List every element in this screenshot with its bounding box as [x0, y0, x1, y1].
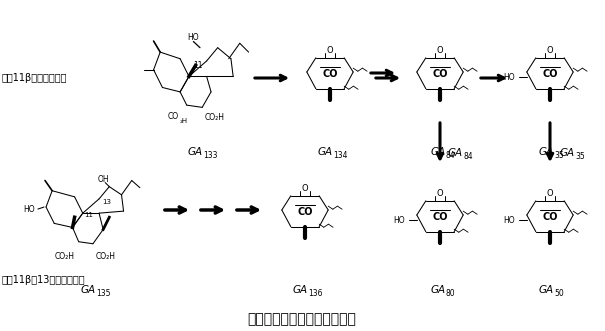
Text: CO₂H: CO₂H [96, 252, 116, 261]
Text: CO: CO [432, 69, 448, 79]
Text: CO₂H: CO₂H [204, 113, 224, 122]
Text: GA: GA [292, 285, 307, 295]
Text: 136: 136 [308, 289, 322, 298]
Text: GA: GA [560, 148, 575, 158]
Text: GA: GA [448, 148, 463, 158]
Text: 133: 133 [203, 151, 218, 160]
Text: CO: CO [542, 212, 558, 222]
Text: GA: GA [430, 147, 445, 157]
Text: O: O [302, 184, 309, 193]
Text: 50: 50 [554, 289, 564, 298]
Text: 135: 135 [96, 289, 111, 298]
Text: 80: 80 [446, 289, 456, 298]
Text: ₂H: ₂H [179, 118, 188, 124]
Text: O: O [547, 189, 554, 198]
Text: 84: 84 [463, 152, 473, 161]
Text: CO: CO [297, 207, 313, 217]
Text: GA: GA [538, 285, 554, 295]
Text: 84: 84 [446, 151, 456, 160]
Text: 11: 11 [84, 212, 93, 218]
Text: 早期11β，13位水酸化経路: 早期11β，13位水酸化経路 [2, 275, 86, 285]
Text: O: O [547, 46, 554, 55]
Text: CO: CO [168, 112, 179, 121]
Text: 図２　推定される生合成経路: 図２ 推定される生合成経路 [247, 312, 356, 326]
Text: GA: GA [430, 285, 445, 295]
Text: HO: HO [23, 205, 35, 213]
Text: 35: 35 [554, 151, 564, 160]
Text: HO: HO [503, 72, 515, 82]
Text: 13: 13 [102, 199, 111, 205]
Text: O: O [327, 46, 333, 55]
Text: 早期11β位水酸化経路: 早期11β位水酸化経路 [2, 73, 68, 83]
Text: 11: 11 [193, 61, 203, 70]
Text: CO₂H: CO₂H [54, 252, 74, 261]
Text: HO: HO [394, 216, 405, 225]
Text: CO: CO [322, 69, 338, 79]
Text: 134: 134 [333, 151, 347, 160]
Text: GA: GA [318, 147, 333, 157]
Text: GA: GA [188, 147, 203, 157]
Text: GA: GA [80, 285, 96, 295]
Text: 35: 35 [575, 152, 585, 161]
Text: GA: GA [538, 147, 554, 157]
Text: HO: HO [503, 216, 515, 225]
Text: CO: CO [432, 212, 448, 222]
Text: O: O [437, 46, 443, 55]
Text: CO: CO [542, 69, 558, 79]
Text: OH: OH [97, 175, 109, 184]
Text: HO: HO [188, 33, 199, 42]
Text: O: O [437, 189, 443, 198]
